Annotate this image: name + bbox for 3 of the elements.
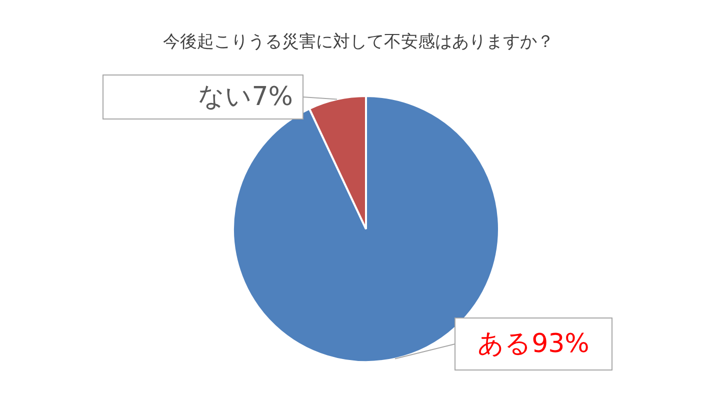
chart-title: 今後起こりうる災害に対して不安感はありますか？	[162, 31, 555, 53]
slice-label: ない7%	[198, 82, 293, 112]
slice-label: ある93%	[478, 329, 590, 359]
